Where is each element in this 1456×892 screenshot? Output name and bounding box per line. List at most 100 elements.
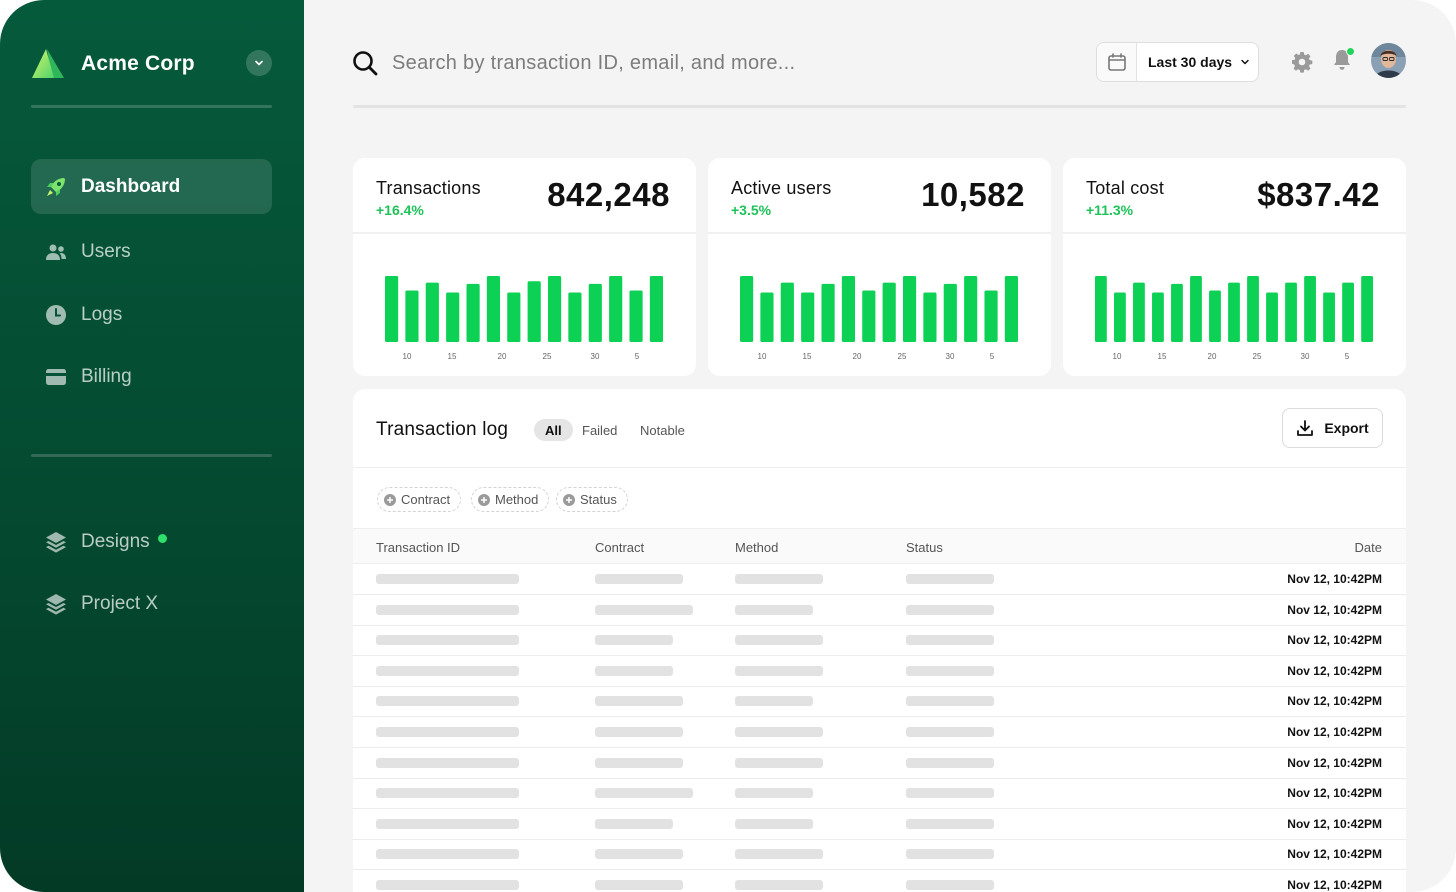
table-row[interactable]: Nov 12, 10:42PM xyxy=(353,778,1406,810)
x-tick-label: 15 xyxy=(448,352,457,361)
sidebar-item-label: Users xyxy=(81,240,131,262)
column-header-method[interactable]: Method xyxy=(735,540,779,555)
method-placeholder xyxy=(735,757,823,768)
divider xyxy=(353,467,1406,468)
filter-chip-contract[interactable]: Contract xyxy=(377,487,462,512)
transaction-id-placeholder xyxy=(376,788,519,799)
x-tick-label: 30 xyxy=(946,352,955,361)
chart-bar xyxy=(1171,283,1183,342)
brand: Acme Corp xyxy=(30,44,272,84)
cell-date: Nov 12, 10:42PM xyxy=(1287,816,1382,831)
cell-date: Nov 12, 10:42PM xyxy=(1287,755,1382,770)
column-header-status[interactable]: Status xyxy=(906,540,943,555)
section-title: Transaction log xyxy=(376,419,509,440)
contract-placeholder xyxy=(595,604,693,615)
download-icon xyxy=(1297,420,1314,436)
chart-bar xyxy=(1133,282,1145,342)
contract-placeholder xyxy=(595,788,693,799)
chart-bar xyxy=(1266,292,1278,342)
contract-placeholder xyxy=(595,665,673,676)
table-row[interactable]: Nov 12, 10:42PM xyxy=(353,717,1406,748)
transaction-id-placeholder xyxy=(376,635,519,646)
table-row[interactable]: Nov 12, 10:42PM xyxy=(353,564,1406,595)
gear-icon xyxy=(1292,52,1313,73)
card-value: 842,248 xyxy=(547,176,670,213)
stat-card-total-cost: Total cost +11.3% $837.42 10 15 20 25 30 5 xyxy=(1063,158,1406,376)
sidebar-item-designs[interactable]: Designs xyxy=(31,514,272,569)
chip-label: Status xyxy=(580,492,617,507)
chart-bar xyxy=(1304,276,1316,342)
sidebar-item-project-x[interactable]: Project X xyxy=(31,576,272,631)
table-row[interactable]: Nov 12, 10:42PM xyxy=(353,686,1406,718)
method-placeholder xyxy=(735,696,813,707)
chart-bar xyxy=(1228,282,1240,342)
chart-bar xyxy=(1361,276,1373,342)
transaction-id-placeholder xyxy=(376,604,519,615)
table-header: Transaction ID Contract Method Status Da… xyxy=(353,528,1406,564)
sidebar-item-logs[interactable]: Logs xyxy=(31,287,272,342)
sidebar-item-billing[interactable]: Billing xyxy=(31,349,272,404)
settings-button[interactable] xyxy=(1288,48,1316,76)
workspace-switcher-button[interactable] xyxy=(246,50,272,76)
contract-placeholder xyxy=(595,880,683,890)
chart-bar xyxy=(1004,276,1018,342)
chart-bar xyxy=(507,292,521,342)
contract-placeholder xyxy=(595,574,683,584)
status-placeholder xyxy=(906,696,994,707)
card-delta: +11.3% xyxy=(1086,202,1134,218)
table-row[interactable]: Nov 12, 10:42PM xyxy=(353,625,1406,657)
cell-date: Nov 12, 10:42PM xyxy=(1287,663,1382,678)
table-row[interactable]: Nov 12, 10:42PM xyxy=(353,839,1406,871)
clock-icon xyxy=(43,302,69,328)
x-tick-label: 5 xyxy=(1345,352,1350,361)
chart-bar xyxy=(1342,282,1354,342)
transaction-log-panel: Transaction log All Failed Notable Expor… xyxy=(353,389,1406,892)
filter-chip-status[interactable]: Status xyxy=(556,487,628,512)
table-row[interactable]: Nov 12, 10:42PM xyxy=(353,656,1406,687)
search-bar[interactable] xyxy=(352,42,1072,84)
status-placeholder xyxy=(906,818,994,829)
chart-bar xyxy=(882,282,896,342)
sidebar-item-users[interactable]: Users xyxy=(31,224,272,279)
card-header: Transactions +16.4% 842,248 xyxy=(353,158,696,234)
chart-bar xyxy=(841,276,856,342)
chart-bar xyxy=(984,290,998,342)
chip-label: Contract xyxy=(401,492,451,507)
tab-failed[interactable]: Failed xyxy=(582,422,618,438)
chart-bar xyxy=(405,290,419,342)
x-tick-label: 20 xyxy=(1208,352,1217,361)
transaction-id-placeholder xyxy=(376,727,519,737)
chart-bar xyxy=(923,292,937,342)
table-row[interactable]: Nov 12, 10:42PM xyxy=(353,809,1406,840)
chart-bar xyxy=(466,283,480,342)
table-row[interactable]: Nov 12, 10:42PM xyxy=(353,748,1406,779)
table-row[interactable]: Nov 12, 10:42PM xyxy=(353,870,1406,892)
avatar[interactable] xyxy=(1371,43,1406,78)
tab-all[interactable]: All xyxy=(534,419,573,441)
column-header-date[interactable]: Date xyxy=(1354,540,1382,555)
chart-bar xyxy=(629,290,643,342)
status-placeholder xyxy=(906,757,994,768)
column-header-transaction-id[interactable]: Transaction ID xyxy=(376,540,461,555)
acme-logo-icon xyxy=(32,49,64,78)
status-placeholder xyxy=(906,880,994,890)
sidebar-item-dashboard[interactable]: Dashboard xyxy=(31,159,272,214)
card-value: 10,582 xyxy=(921,176,1025,213)
layers-icon xyxy=(43,591,69,617)
table-row[interactable]: Nov 12, 10:42PM xyxy=(353,595,1406,626)
x-tick-label: 30 xyxy=(1301,352,1310,361)
date-range-picker[interactable]: Last 30 days xyxy=(1096,42,1259,82)
column-header-contract[interactable]: Contract xyxy=(595,540,645,555)
filter-chip-method[interactable]: Method xyxy=(471,487,550,512)
export-button[interactable]: Export xyxy=(1282,408,1383,448)
notifications-button[interactable] xyxy=(1328,46,1356,74)
search-input[interactable] xyxy=(392,51,1052,75)
x-tick-label: 5 xyxy=(635,352,640,361)
method-placeholder xyxy=(735,635,823,646)
cell-date: Nov 12, 10:42PM xyxy=(1287,572,1382,586)
tab-notable[interactable]: Notable xyxy=(640,422,685,438)
card-value: $837.42 xyxy=(1257,176,1380,213)
chart-bar xyxy=(1114,292,1126,342)
sidebar-item-label: Project X xyxy=(81,592,159,614)
